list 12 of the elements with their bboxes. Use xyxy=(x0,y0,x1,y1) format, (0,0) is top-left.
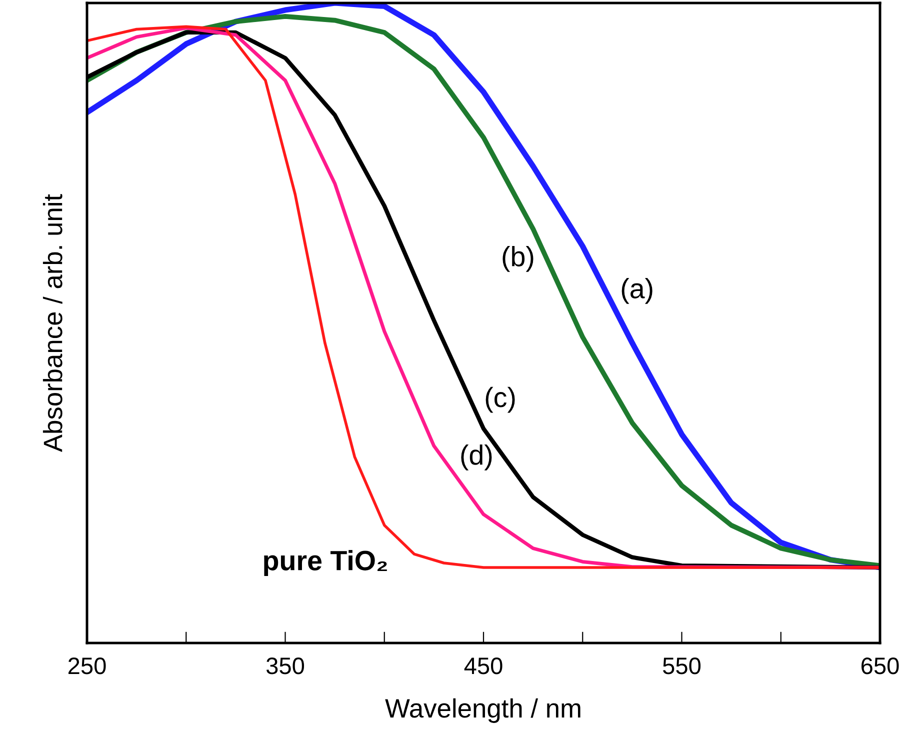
series-label: (d) xyxy=(461,444,492,470)
series-label: (c) xyxy=(486,386,515,413)
x-tick-label: 350 xyxy=(266,658,304,674)
series-label: pure TiO₂ xyxy=(264,550,387,576)
x-tick-label: 650 xyxy=(862,658,899,674)
series-label: (b) xyxy=(502,246,534,272)
series-label: (a) xyxy=(622,278,652,304)
x-tick-label: 450 xyxy=(464,658,502,674)
x-tick-label: 550 xyxy=(663,658,701,674)
x-tick-label: 250 xyxy=(68,658,106,674)
y-axis-title: Absorbance / arb. unit xyxy=(42,194,62,452)
x-axis-title: Wavelength / nm xyxy=(385,698,580,723)
